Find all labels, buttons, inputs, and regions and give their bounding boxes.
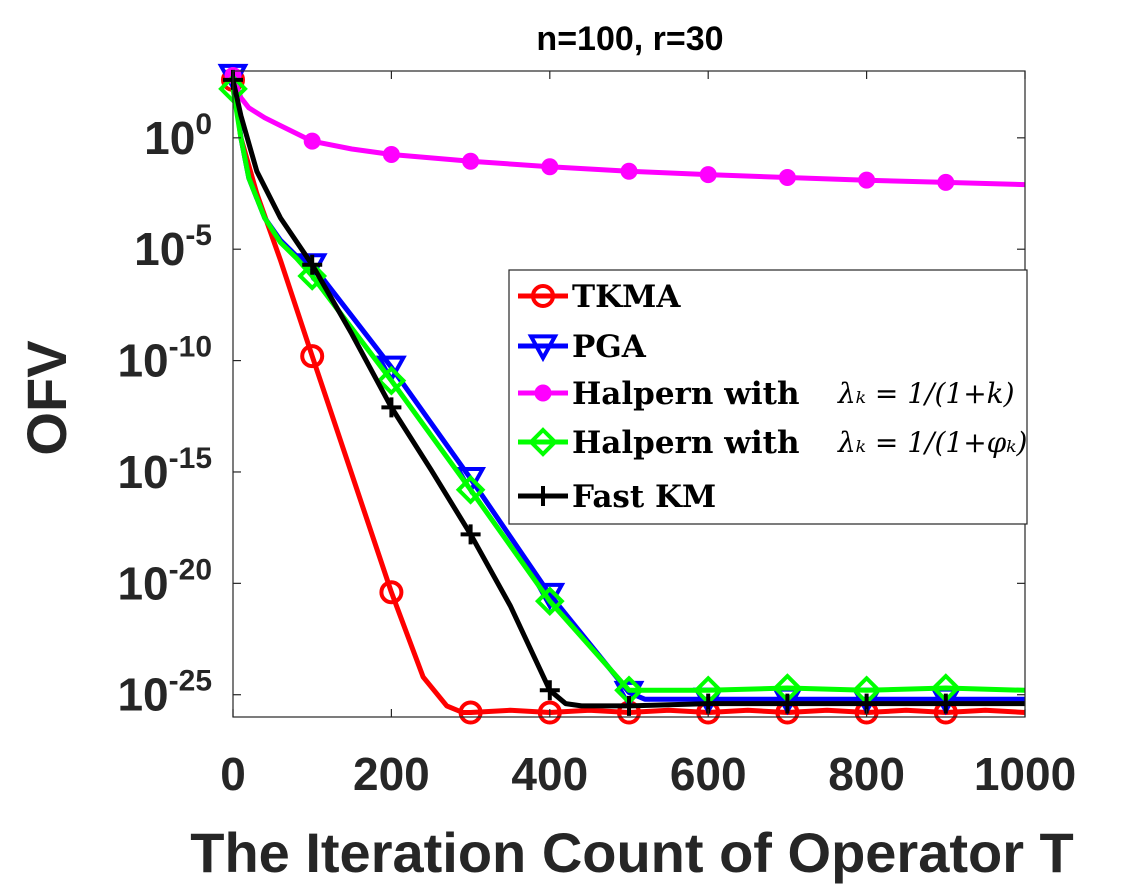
marker-plus <box>460 524 481 545</box>
marker-dot <box>462 152 480 170</box>
x-tick-label: 200 <box>353 748 430 800</box>
marker-plus <box>539 680 560 701</box>
marker-plus <box>302 254 323 275</box>
marker-diamond <box>376 365 407 396</box>
y-tick-label: 10-15 <box>117 442 212 498</box>
marker-dot <box>382 146 400 164</box>
legend-entry: Fast KM <box>518 479 716 515</box>
axes: 0 200 400 600 800 1000 100 10-5 10-10 10-15 10-20 1… <box>117 70 1076 800</box>
marker-circle <box>531 284 555 308</box>
series-3 <box>218 73 1026 706</box>
marker-dot <box>699 166 717 184</box>
x-tick-label: 400 <box>511 748 588 800</box>
legend-label: TKMA <box>572 279 681 315</box>
marker-circle <box>300 344 325 369</box>
x-tick-label: 600 <box>670 748 747 800</box>
legend-math-label: λₖ = 1/(1+φₖ) <box>837 426 1027 459</box>
legend-entry: Halpern with λₖ = 1/(1+φₖ) <box>518 425 1027 461</box>
marker-triangle <box>376 355 407 384</box>
y-axis-label: OFV <box>15 340 78 455</box>
legend-box <box>508 269 1028 525</box>
legend-label: Fast KM <box>572 479 716 515</box>
x-tick-label: 1000 <box>974 748 1076 800</box>
legend-math-label: λₖ = 1/(1+k) <box>837 377 1015 410</box>
marker-dot <box>303 132 321 150</box>
legend-label: Halpern with <box>572 425 800 461</box>
marker-dot <box>534 384 552 402</box>
legend-entry: PGA <box>518 329 647 365</box>
marker-diamond <box>534 586 565 616</box>
y-tick-label: 10-25 <box>117 665 212 721</box>
marker-diamond <box>455 474 486 505</box>
marker-plus <box>533 486 553 506</box>
marker-dot <box>778 168 796 186</box>
y-tick-label: 10-5 <box>134 219 212 275</box>
marker-diamond <box>528 427 558 457</box>
legend-label: PGA <box>572 329 647 365</box>
marker-plus <box>777 693 798 714</box>
marker-circle <box>458 700 483 725</box>
series-layer <box>217 63 1026 725</box>
series-line <box>230 88 1026 693</box>
x-axis-label: The Iteration Count of Operator T <box>190 821 1074 884</box>
marker-circle <box>379 580 404 605</box>
x-tick-label: 800 <box>828 748 905 800</box>
legend-entry: TKMA <box>518 279 681 315</box>
marker-plus <box>619 695 639 716</box>
legend-entry: Halpern with λₖ = 1/(1+k) <box>518 376 1015 412</box>
marker-circle <box>537 700 562 725</box>
marker-dot <box>541 158 559 176</box>
marker-dot <box>858 171 876 189</box>
x-tick-label: 0 <box>220 748 246 800</box>
marker-plus <box>935 693 956 714</box>
marker-dot <box>937 173 955 191</box>
y-tick-label: 100 <box>144 108 212 164</box>
legend-label: Halpern with <box>572 376 800 412</box>
chart-title: n=100, r=30 <box>536 20 723 58</box>
y-tick-label: 10-20 <box>117 553 212 609</box>
y-tick-label: 10-10 <box>117 331 212 387</box>
marker-plus <box>381 397 402 418</box>
series-line <box>230 74 1026 188</box>
marker-diamond <box>297 261 328 291</box>
marker-dot <box>620 162 638 180</box>
marker-triangle <box>527 334 559 363</box>
